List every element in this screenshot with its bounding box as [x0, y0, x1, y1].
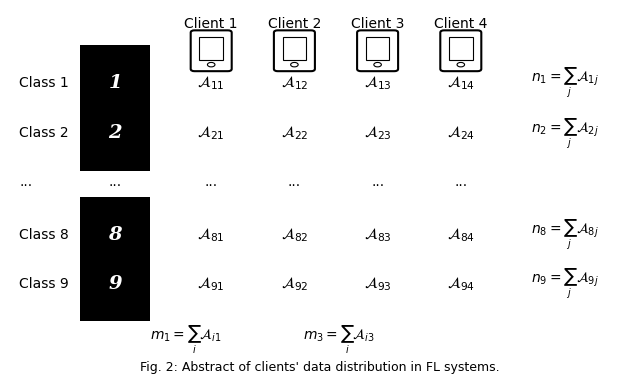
Text: Client 2: Client 2: [268, 17, 321, 32]
Text: $\mathcal{A}_{22}$: $\mathcal{A}_{22}$: [280, 124, 308, 143]
Text: $n_2 = \sum_j \mathcal{A}_{2j}$: $n_2 = \sum_j \mathcal{A}_{2j}$: [531, 117, 599, 150]
Text: $\mathcal{A}_{91}$: $\mathcal{A}_{91}$: [197, 275, 225, 293]
Text: $n_8 = \sum_j \mathcal{A}_{8j}$: $n_8 = \sum_j \mathcal{A}_{8j}$: [531, 218, 599, 252]
Text: 9: 9: [108, 275, 122, 293]
Text: $\mathcal{A}_{13}$: $\mathcal{A}_{13}$: [364, 74, 392, 92]
Text: $\mathcal{A}_{94}$: $\mathcal{A}_{94}$: [447, 275, 475, 293]
Text: Client 1: Client 1: [184, 17, 238, 32]
Text: 2: 2: [108, 124, 122, 143]
Text: $\mathcal{A}_{83}$: $\mathcal{A}_{83}$: [364, 226, 392, 244]
Text: $n_1 = \sum_j \mathcal{A}_{1j}$: $n_1 = \sum_j \mathcal{A}_{1j}$: [531, 66, 599, 100]
Text: Class 8: Class 8: [19, 228, 69, 242]
Text: ...: ...: [371, 175, 384, 190]
Text: 1: 1: [108, 74, 122, 92]
FancyBboxPatch shape: [191, 30, 232, 71]
Text: ...: ...: [109, 175, 122, 190]
Text: Class 9: Class 9: [19, 277, 69, 291]
Text: $n_9 = \sum_j \mathcal{A}_{9j}$: $n_9 = \sum_j \mathcal{A}_{9j}$: [531, 267, 599, 301]
Text: 8: 8: [108, 226, 122, 244]
FancyBboxPatch shape: [274, 30, 315, 71]
Text: $\mathcal{A}_{23}$: $\mathcal{A}_{23}$: [364, 124, 392, 143]
Text: $\mathcal{A}_{21}$: $\mathcal{A}_{21}$: [197, 124, 225, 143]
Bar: [449, 37, 472, 60]
Bar: [80, 96, 150, 171]
FancyBboxPatch shape: [440, 30, 481, 71]
Text: ...: ...: [19, 175, 33, 190]
Text: $\mathcal{A}_{92}$: $\mathcal{A}_{92}$: [281, 275, 308, 293]
Bar: [283, 37, 306, 60]
Bar: [80, 197, 150, 273]
Text: $\mathcal{A}_{82}$: $\mathcal{A}_{82}$: [280, 226, 308, 244]
Text: $\mathcal{A}_{14}$: $\mathcal{A}_{14}$: [447, 74, 475, 92]
Bar: [80, 45, 150, 120]
Text: Client 3: Client 3: [351, 17, 404, 32]
Text: ...: ...: [288, 175, 301, 190]
Text: $\mathcal{A}_{24}$: $\mathcal{A}_{24}$: [447, 124, 475, 143]
Text: ...: ...: [454, 175, 467, 190]
Text: $\mathcal{A}_{81}$: $\mathcal{A}_{81}$: [197, 226, 225, 244]
Text: $m_1 = \sum_i \mathcal{A}_{i1}$: $m_1 = \sum_i \mathcal{A}_{i1}$: [150, 324, 221, 356]
Text: Class 1: Class 1: [19, 76, 69, 90]
Text: $\mathcal{A}_{84}$: $\mathcal{A}_{84}$: [447, 226, 475, 244]
Text: $\mathcal{A}_{11}$: $\mathcal{A}_{11}$: [197, 74, 225, 92]
FancyBboxPatch shape: [357, 30, 398, 71]
Text: $m_3 = \sum_i \mathcal{A}_{i3}$: $m_3 = \sum_i \mathcal{A}_{i3}$: [303, 324, 375, 356]
Text: ...: ...: [205, 175, 218, 190]
Text: Client 4: Client 4: [434, 17, 488, 32]
Text: Fig. 2: Abstract of clients' data distribution in FL systems.: Fig. 2: Abstract of clients' data distri…: [140, 361, 500, 374]
Text: $\mathcal{A}_{12}$: $\mathcal{A}_{12}$: [280, 74, 308, 92]
Text: Class 2: Class 2: [19, 126, 69, 141]
Bar: [366, 37, 389, 60]
Bar: [200, 37, 223, 60]
Bar: [80, 246, 150, 321]
Text: $\mathcal{A}_{93}$: $\mathcal{A}_{93}$: [364, 275, 392, 293]
